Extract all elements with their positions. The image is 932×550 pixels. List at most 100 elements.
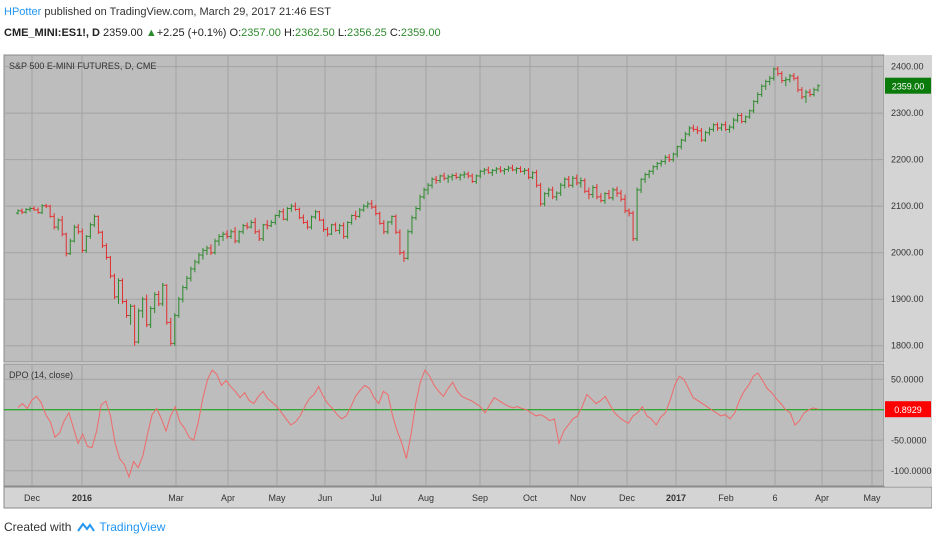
ohlc-bar (397, 229, 402, 256)
x-tick-label: 6 (772, 493, 777, 503)
ohlc-bar (466, 171, 471, 179)
ohlc-bar (799, 87, 804, 100)
ohlc-bar (160, 282, 165, 307)
x-tick-label: Apr (815, 493, 829, 503)
ohlc-bar (64, 232, 69, 257)
ohlc-bar (40, 204, 45, 215)
price-chart[interactable]: Dec 2016 Mar Apr May Jun Jul Aug Sep Oct Nov Dec 201… (0, 46, 932, 518)
ohlc-bar (486, 166, 491, 174)
ohlc-bar (418, 194, 423, 211)
ohlc-bar (176, 296, 181, 318)
ohlc-bar (44, 203, 49, 209)
tradingview-logo[interactable]: TradingView (77, 520, 165, 534)
ohlc-bar (253, 217, 258, 235)
ohlc-bar (200, 248, 205, 260)
ohlc-bar (498, 166, 503, 173)
ohlc-bar (76, 223, 81, 235)
ohlc-bar (655, 161, 660, 170)
ohlc-bar (196, 252, 201, 265)
ohlc-bar (265, 220, 270, 230)
ohlc-bar (803, 89, 808, 103)
ohlc-bars (16, 66, 820, 346)
ohlc-bar (494, 167, 499, 174)
x-tick-label: Mar (168, 493, 184, 503)
last-price: 2359.00 (103, 27, 143, 39)
ohlc-bar (699, 128, 704, 142)
tradingview-icon (77, 522, 96, 532)
ohlc-bar (20, 208, 25, 215)
x-tick-label: Apr (221, 493, 235, 503)
ohlc-bar (723, 121, 728, 131)
ohlc-bar (277, 209, 282, 218)
ohlc-bar (763, 79, 768, 90)
time-axis (3, 486, 932, 509)
ohlc-bar (333, 222, 338, 232)
price-change: +2.25 (+0.1%) (156, 27, 227, 39)
ohlc-bar (104, 243, 109, 260)
ohlc-bar (482, 168, 487, 175)
ohlc-bar (361, 204, 366, 212)
ohlc-bar (241, 223, 246, 235)
ohlc-bar (168, 317, 173, 346)
ohlc-bar (385, 221, 390, 235)
ohlc-bar (454, 172, 459, 180)
ohlc-bar (297, 207, 302, 220)
ohlc-bar (373, 204, 378, 216)
ohlc-bar (683, 131, 688, 142)
ohlc-bar (229, 229, 234, 239)
ohlc-bar (478, 169, 483, 179)
ohlc-bar (450, 173, 455, 181)
ohlc-bar (221, 231, 226, 242)
ohlc-bar (245, 222, 250, 230)
ohlc-bar (574, 174, 579, 186)
ohlc-bar (747, 109, 752, 119)
x-tick-label: May (268, 493, 286, 503)
ohlc-bar (558, 182, 563, 196)
ohlc-bar (413, 206, 418, 221)
author-link[interactable]: HPotter (4, 6, 42, 18)
ohlc-bar (52, 213, 57, 230)
ohlc-bar (329, 223, 334, 236)
ohlc-bar (389, 215, 394, 225)
ohlc-bar (610, 187, 615, 201)
ohlc-bar (281, 208, 286, 221)
ohlc-bar (534, 169, 539, 188)
ohlc-bar (345, 221, 350, 239)
ohlc-bar (518, 166, 523, 173)
open-value: 2357.00 (241, 27, 281, 39)
x-tick-label: May (863, 493, 881, 503)
change-arrow-icon: ▲ (145, 27, 157, 39)
ohlc-bar (156, 290, 161, 307)
ohlc-bar (321, 218, 326, 232)
ohlc-bar (490, 168, 495, 176)
ohlc-bar (72, 224, 77, 243)
x-tick-label: Nov (570, 493, 587, 503)
ohlc-bar (172, 313, 177, 346)
ohlc-bar (16, 209, 20, 215)
ohlc-bar (651, 165, 656, 175)
dpo-tick-label: -50.0000 (891, 435, 927, 445)
ohlc-bar (301, 214, 306, 224)
ohlc-bar (502, 168, 507, 175)
ohlc-bar (313, 209, 318, 220)
price-tick-label: 1800.00 (891, 341, 924, 351)
ohlc-bar (635, 187, 640, 242)
dpo-pane (3, 363, 885, 487)
ohlc-bar (816, 84, 820, 92)
ohlc-bar (100, 230, 105, 249)
ohlc-bar (619, 189, 624, 202)
last-price-badge (885, 77, 931, 94)
ohlc-bar (659, 159, 664, 167)
footer: Created with TradingView (4, 520, 165, 534)
price-tick-label: 2400.00 (891, 62, 924, 72)
ohlc-bar (695, 126, 700, 135)
ohlc-bar (409, 215, 414, 235)
x-tick-label: Feb (718, 493, 734, 503)
ohlc-bar (208, 244, 213, 256)
ohlc-bar (462, 171, 467, 179)
high-value: 2362.50 (294, 27, 335, 39)
ohlc-bar (68, 238, 73, 256)
ohlc-bar (341, 222, 346, 239)
ohlc-bar (751, 100, 756, 114)
ohlc-bar (590, 185, 595, 198)
